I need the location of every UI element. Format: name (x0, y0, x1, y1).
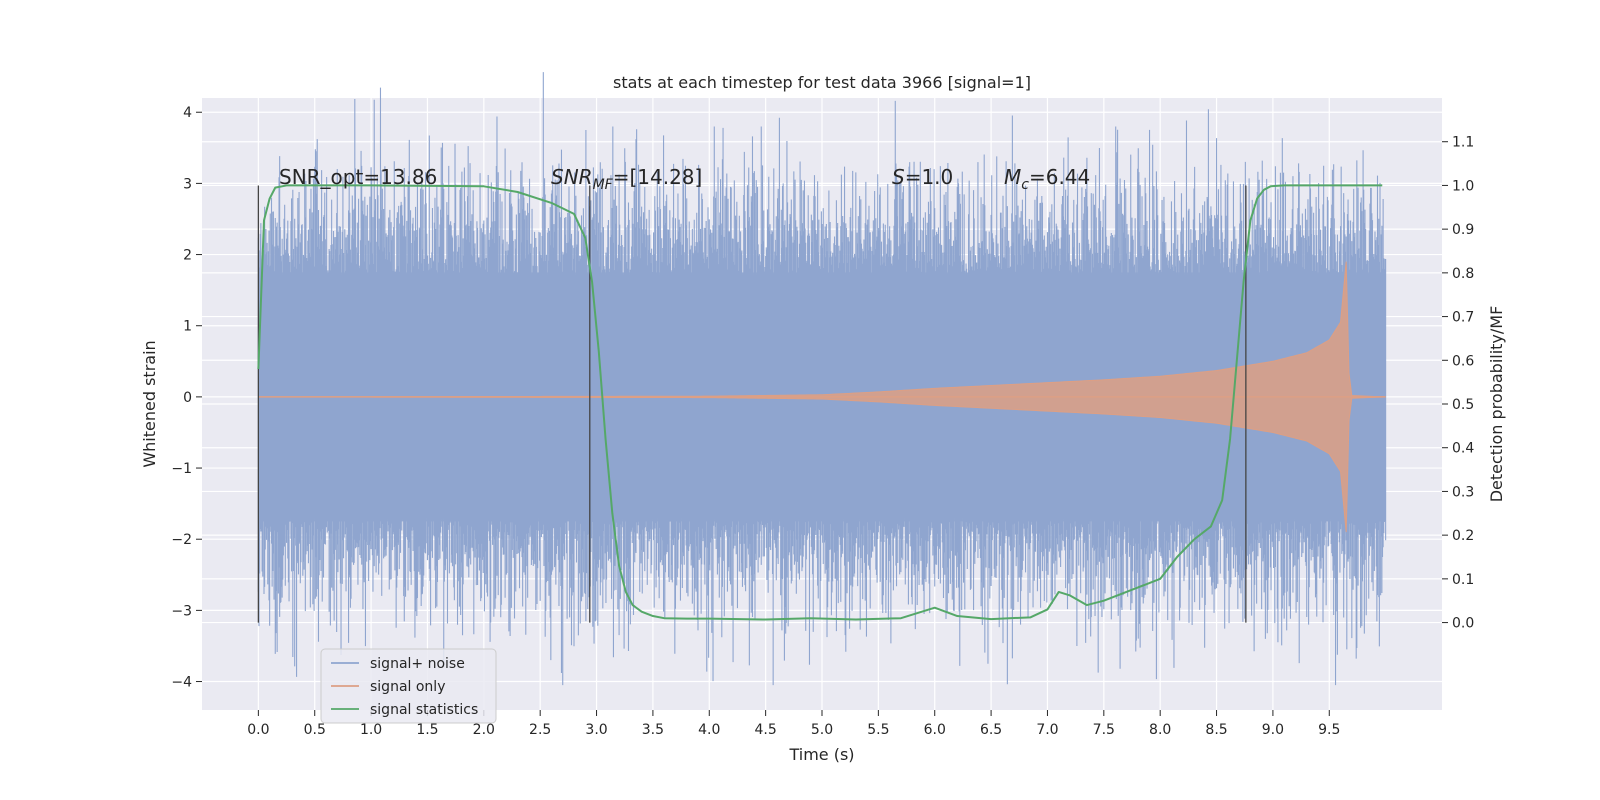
y-axis-label-right: Detection probability/MF (1487, 306, 1506, 503)
annotations: SNR_opt=13.86 SNRMF=[14.28] S=1.0 Mc=6.4… (279, 165, 1090, 193)
x-tick-label-18: 9.0 (1262, 722, 1284, 738)
legend-label-signal-noise: signal+ noise (370, 656, 465, 672)
x-tick-label-13: 6.5 (980, 722, 1002, 738)
y-left-tick-label-8: 4 (183, 105, 192, 121)
s-value: =1.0 (905, 165, 954, 189)
y-right-tick-label-4: 0.4 (1452, 441, 1474, 457)
x-tick-label-16: 8.0 (1149, 722, 1171, 738)
y-right-tick-label-7: 0.7 (1452, 310, 1474, 326)
y-right-tick-label-0: 0.0 (1452, 616, 1474, 632)
mc-value: =6.44 (1029, 165, 1090, 189)
y-axis-label-left: Whitened strain (140, 340, 159, 467)
series-signal-statistics (257, 184, 1383, 621)
y-right-tick-label-5: 0.5 (1452, 397, 1474, 413)
ticks-layer: 0.0 0.5 1.0 1.5 2.0 2.5 3.0 3.5 4.0 4.5 5.0 5.5 6.0 6… (171, 105, 1474, 738)
plot-layer (257, 72, 1387, 686)
legend: signal+ noise signal only signal statist… (320, 648, 497, 724)
y-right-tick-label-10: 1.0 (1452, 178, 1474, 194)
x-tick-label-9: 4.5 (755, 722, 777, 738)
mc-annotation: Mc=6.44 (1004, 165, 1090, 193)
x-tick-label-19: 9.5 (1318, 722, 1340, 738)
snr-mf-sub: MF (593, 177, 614, 193)
x-tick-label-7: 3.5 (642, 722, 664, 738)
x-tick-label-5: 2.5 (529, 722, 551, 738)
y-left-tick-label-6: 2 (183, 248, 192, 264)
legend-label-signal-only: signal only (370, 679, 445, 695)
legend-box (320, 648, 497, 724)
y-left-tick-label-2: −2 (171, 532, 192, 548)
x-tick-label-12: 6.0 (924, 722, 946, 738)
y-right-tick-label-11: 1.1 (1452, 135, 1474, 151)
chart-title: stats at each timestep for test data 396… (613, 73, 1031, 92)
x-axis-label: Time (s) (788, 745, 854, 764)
y-left-tick-label-4: 0 (183, 390, 192, 406)
x-tick-label-10: 5.0 (811, 722, 833, 738)
y-right-tick-label-1: 0.1 (1452, 572, 1474, 588)
s-annotation: S=1.0 (892, 165, 953, 189)
s-main: S (892, 165, 905, 189)
x-tick-label-17: 8.5 (1205, 722, 1227, 738)
y-left-tick-label-1: −3 (171, 603, 192, 619)
y-right-tick-label-6: 0.6 (1452, 353, 1474, 369)
x-tick-label-2: 1.0 (360, 722, 382, 738)
mc-main: M (1004, 165, 1021, 189)
y-left-tick-label-0: −4 (171, 675, 192, 691)
snr-opt-annotation: SNR_opt=13.86 (279, 165, 437, 189)
x-tick-label-0: 0.0 (247, 722, 269, 738)
y-left-tick-label-5: 1 (183, 319, 192, 335)
x-tick-label-1: 0.5 (304, 722, 326, 738)
legend-label-signal-statistics: signal statistics (370, 702, 478, 718)
y-right-tick-label-2: 0.2 (1452, 528, 1474, 544)
y-right-tick-label-9: 0.9 (1452, 222, 1474, 238)
x-tick-label-8: 4.0 (698, 722, 720, 738)
x-tick-label-11: 5.5 (867, 722, 889, 738)
snr-mf-main: SNR (551, 165, 593, 189)
y-right-tick-label-3: 0.3 (1452, 484, 1474, 500)
snr-mf-annotation: SNRMF=[14.28] (551, 165, 702, 193)
x-tick-label-3: 1.5 (416, 722, 438, 738)
snr-mf-value: =[14.28] (613, 165, 703, 189)
y-right-tick-label-8: 0.8 (1452, 266, 1474, 282)
mc-sub: c (1021, 177, 1029, 193)
x-tick-label-14: 7.0 (1036, 722, 1058, 738)
x-tick-label-15: 7.5 (1093, 722, 1115, 738)
y-left-tick-label-3: −1 (171, 461, 192, 477)
x-tick-label-6: 3.0 (585, 722, 607, 738)
y-left-tick-label-7: 3 (183, 176, 192, 192)
x-tick-label-4: 2.0 (473, 722, 495, 738)
